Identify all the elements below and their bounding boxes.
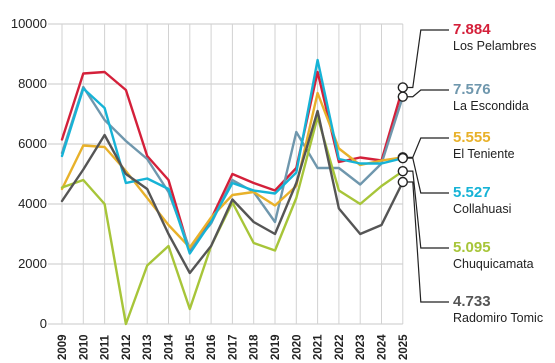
y-tick-label-6000: 6000: [18, 136, 47, 151]
x-tick-label-2019: 2019: [270, 334, 282, 360]
series-name-label-los-pelambres: Los Pelambres: [453, 39, 536, 53]
x-tick-label-2012: 2012: [121, 334, 133, 360]
series-line-collahuasi: [60, 58, 404, 255]
series-name-label-collahuasi: Collahuasi: [453, 202, 511, 216]
connector-los-pelambres: [406, 29, 449, 89]
x-tick-label-2016: 2016: [206, 334, 218, 360]
x-tick-label-2020: 2020: [291, 334, 303, 360]
x-tick-label-2023: 2023: [355, 334, 367, 360]
x-tick-label-2021: 2021: [313, 334, 325, 360]
x-tick-label-2017: 2017: [227, 334, 239, 360]
series-name-label-radomiro-tomic: Radomiro Tomic: [453, 311, 543, 325]
x-tick-label-2018: 2018: [249, 334, 261, 360]
connector-chuquicamata: [406, 170, 449, 249]
y-tick-label-4000: 4000: [18, 196, 47, 211]
end-value-label-la-escondida: 7.576: [453, 81, 491, 98]
end-value-label-radomiro-tomic: 4.733: [453, 293, 491, 310]
end-value-label-los-pelambres: 7.884: [453, 21, 491, 38]
series-line-la-escondida: [60, 85, 404, 251]
series-line-chuquicamata: [60, 115, 404, 326]
y-tick-label-2000: 2000: [18, 256, 47, 271]
end-value-label-chuquicamata: 5.095: [453, 239, 491, 256]
end-marker-chuquicamata: [397, 165, 408, 177]
x-tick-label-2024: 2024: [377, 334, 389, 360]
series-name-label-la-escondida: La Escondida: [453, 99, 529, 113]
y-tick-label-10000: 10000: [11, 16, 47, 31]
end-marker-los-pelambres: [397, 82, 408, 93]
x-tick-label-2009: 2009: [57, 334, 69, 360]
connector-el-teniente: [406, 137, 449, 158]
end-marker-la-escondida: [397, 91, 408, 102]
x-tick-label-2010: 2010: [78, 334, 90, 360]
x-tick-label-2011: 2011: [100, 334, 112, 360]
end-value-label-el-teniente: 5.555: [453, 129, 491, 146]
x-tick-label-2022: 2022: [334, 334, 346, 360]
connector-radomiro-tomic: [406, 181, 449, 303]
x-tick-label-2025: 2025: [398, 334, 410, 360]
connector-la-escondida: [406, 89, 449, 98]
x-tick-label-2013: 2013: [142, 334, 154, 360]
end-marker-collahuasi: [397, 152, 408, 164]
connector-collahuasi: [406, 157, 449, 194]
series-name-label-el-teniente: El Teniente: [453, 147, 515, 161]
series-name-label-chuquicamata: Chuquicamata: [453, 257, 534, 271]
end-value-label-collahuasi: 5.527: [453, 184, 491, 201]
x-tick-label-2015: 2015: [185, 334, 197, 360]
y-tick-label-8000: 8000: [18, 76, 47, 91]
series-line-radomiro-tomic: [60, 109, 404, 275]
end-marker-radomiro-tomic: [397, 176, 408, 188]
x-tick-label-2014: 2014: [164, 334, 176, 360]
y-tick-label-0: 0: [40, 316, 47, 331]
